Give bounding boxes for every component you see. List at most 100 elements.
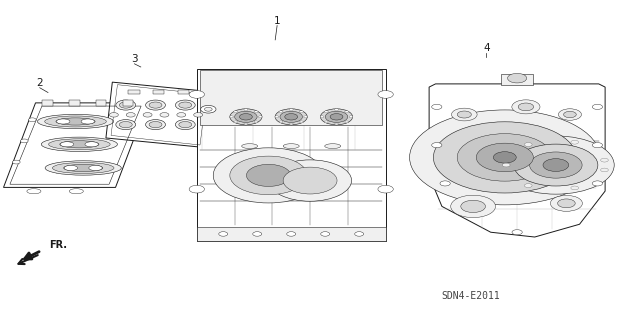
Circle shape [143,113,152,117]
Text: 2: 2 [36,78,43,88]
Ellipse shape [149,102,162,108]
Bar [123,100,133,106]
Circle shape [593,143,603,148]
Ellipse shape [60,142,74,147]
Bar [178,90,189,94]
Bar [96,100,106,106]
Circle shape [285,114,298,120]
Circle shape [246,164,291,186]
Circle shape [304,116,308,118]
Circle shape [194,113,203,117]
Ellipse shape [85,142,99,147]
Ellipse shape [63,164,103,172]
Circle shape [160,113,169,117]
Circle shape [512,100,540,114]
Ellipse shape [119,122,132,128]
Circle shape [452,108,477,121]
Circle shape [189,185,205,193]
Text: 3: 3 [131,54,138,64]
Ellipse shape [27,189,41,194]
Circle shape [20,139,28,143]
Ellipse shape [175,120,195,130]
Circle shape [254,121,258,123]
Circle shape [275,109,307,125]
Circle shape [230,116,234,118]
Circle shape [571,140,579,144]
Circle shape [230,156,307,195]
Circle shape [234,121,237,123]
Circle shape [213,148,324,203]
Circle shape [235,111,257,122]
Circle shape [378,91,393,98]
Circle shape [325,111,348,122]
Circle shape [345,111,349,113]
Circle shape [512,230,522,235]
Circle shape [239,114,252,120]
Circle shape [440,181,451,186]
Ellipse shape [81,119,95,124]
Circle shape [410,110,600,205]
Circle shape [324,111,328,113]
Polygon shape [197,69,385,241]
Ellipse shape [52,162,114,174]
Ellipse shape [56,119,70,124]
Polygon shape [3,103,147,188]
Text: FR.: FR. [49,240,67,250]
Bar [153,90,164,94]
Ellipse shape [49,139,110,150]
Circle shape [593,181,603,186]
Ellipse shape [146,120,165,130]
Circle shape [432,143,442,148]
Circle shape [543,159,569,171]
Ellipse shape [89,166,102,170]
Circle shape [279,111,283,113]
Ellipse shape [116,120,136,130]
Ellipse shape [45,161,122,175]
Polygon shape [200,70,383,125]
Circle shape [321,109,353,125]
Circle shape [458,111,472,118]
Ellipse shape [179,122,192,128]
Circle shape [253,232,262,236]
Circle shape [300,121,303,123]
Ellipse shape [119,102,132,108]
Circle shape [269,160,351,201]
Ellipse shape [149,122,162,128]
Circle shape [280,111,303,122]
Bar [501,74,533,85]
Ellipse shape [37,114,114,129]
Circle shape [177,113,186,117]
Circle shape [254,111,258,113]
Circle shape [349,116,353,118]
Circle shape [205,108,212,111]
Circle shape [300,111,303,113]
Circle shape [335,109,339,111]
Circle shape [378,185,393,193]
Ellipse shape [146,100,165,110]
Circle shape [345,121,349,123]
Circle shape [321,232,330,236]
Circle shape [600,168,608,172]
Circle shape [335,123,339,125]
Circle shape [244,109,248,111]
Circle shape [502,163,510,167]
Circle shape [571,186,579,190]
Bar [128,90,140,94]
Ellipse shape [116,100,136,110]
Circle shape [432,104,442,109]
Text: SDN4-E2011: SDN4-E2011 [441,292,500,301]
Circle shape [320,116,324,118]
Circle shape [287,232,296,236]
Circle shape [13,160,20,164]
Circle shape [201,106,216,113]
Circle shape [451,195,495,218]
Circle shape [600,158,608,162]
Circle shape [564,111,576,118]
Circle shape [550,195,582,211]
Circle shape [126,113,135,117]
Circle shape [493,152,516,163]
Text: 4: 4 [483,43,490,53]
Polygon shape [197,227,385,241]
Polygon shape [429,84,605,237]
Circle shape [219,232,228,236]
